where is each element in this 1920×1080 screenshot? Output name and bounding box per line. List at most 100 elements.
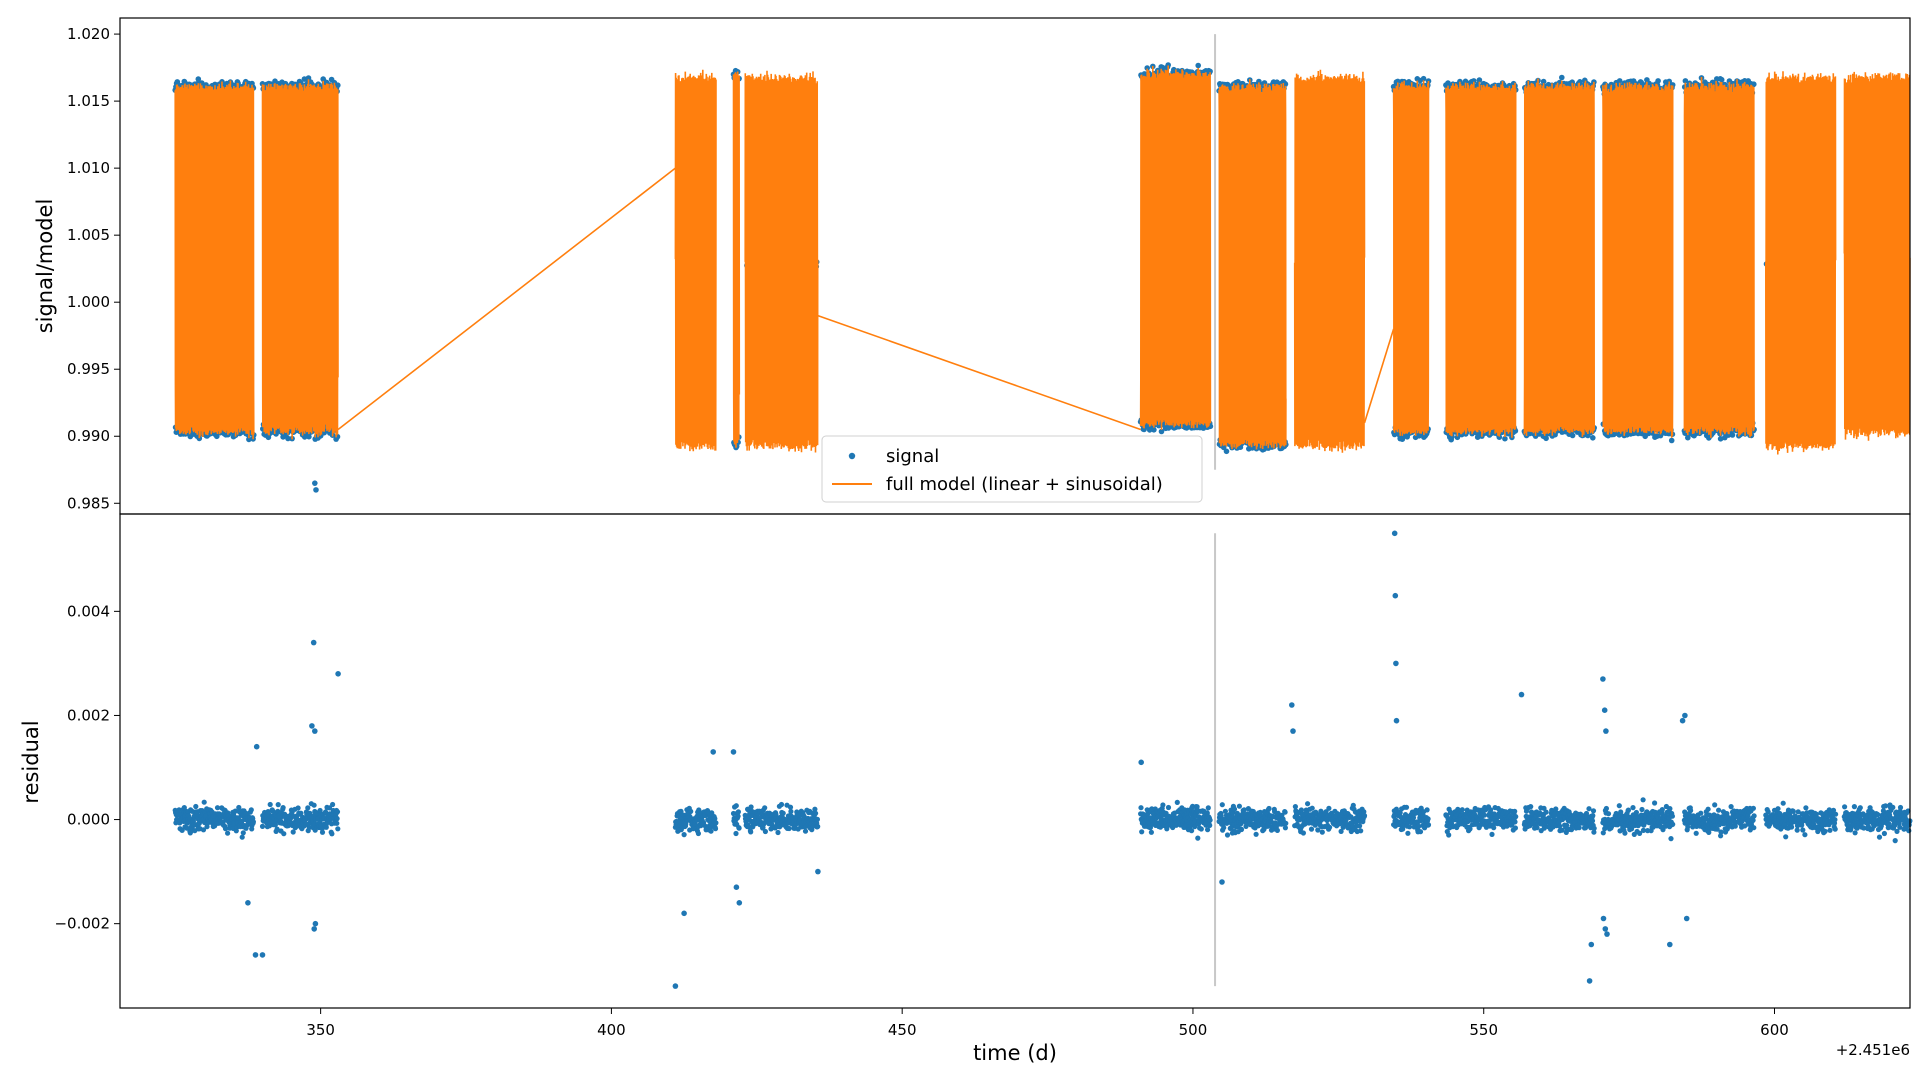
residual-point bbox=[295, 805, 301, 811]
residual-point bbox=[1308, 826, 1315, 832]
residual-point bbox=[1357, 823, 1363, 829]
model-segment bbox=[1293, 69, 1366, 453]
residual-point bbox=[1238, 826, 1245, 833]
residual-point bbox=[1706, 829, 1712, 836]
residual-point bbox=[1257, 809, 1263, 815]
residual-point bbox=[708, 828, 714, 834]
residual-outlier bbox=[253, 743, 260, 750]
residual-point bbox=[1315, 827, 1321, 833]
residual-point bbox=[1194, 804, 1200, 810]
residual-point bbox=[1491, 825, 1497, 831]
residual-point bbox=[1309, 805, 1315, 811]
residual-outlier bbox=[252, 952, 259, 958]
model-segment bbox=[1139, 65, 1212, 430]
residual-point bbox=[1590, 808, 1597, 814]
residual-outlier bbox=[309, 723, 315, 729]
residual-point bbox=[1425, 822, 1432, 828]
residual-point bbox=[1224, 832, 1231, 838]
x-tick-label: 450 bbox=[888, 1021, 917, 1039]
residual-outlier bbox=[1603, 728, 1609, 734]
residual-point bbox=[306, 824, 312, 831]
signal-point bbox=[306, 433, 312, 440]
signal-point bbox=[1682, 78, 1689, 84]
signal-point bbox=[1543, 435, 1549, 442]
residual-point bbox=[712, 816, 718, 822]
residual-point bbox=[329, 831, 335, 837]
residual-point bbox=[1236, 803, 1242, 809]
x-offset-text: +2.451e6 bbox=[1836, 1041, 1910, 1059]
residual-outlier bbox=[1290, 728, 1296, 734]
residual-outlier bbox=[736, 900, 743, 906]
residual-point bbox=[1564, 822, 1570, 828]
residual-point bbox=[1481, 812, 1487, 818]
residual-point bbox=[814, 816, 821, 823]
residual-point bbox=[1160, 802, 1166, 808]
residual-point bbox=[1842, 804, 1848, 810]
signal-point bbox=[1476, 77, 1483, 83]
residual-point bbox=[222, 826, 229, 832]
residual-point bbox=[1832, 817, 1838, 823]
signal-point bbox=[1668, 437, 1675, 444]
residual-point bbox=[1667, 806, 1673, 812]
residual-point bbox=[1780, 800, 1786, 806]
residual-point bbox=[1195, 835, 1201, 841]
residual-point bbox=[1512, 808, 1518, 814]
residual-point bbox=[1705, 806, 1711, 812]
x-tick-label: 550 bbox=[1469, 1021, 1498, 1039]
signal-point bbox=[285, 435, 291, 442]
residual-point bbox=[1541, 805, 1547, 811]
residual-point bbox=[1795, 809, 1801, 815]
residual-point bbox=[1576, 825, 1582, 831]
model-segment bbox=[732, 71, 741, 448]
residual-point bbox=[311, 802, 317, 808]
residual-point bbox=[1861, 825, 1867, 831]
residual-point bbox=[1751, 813, 1757, 819]
residual-point bbox=[1198, 826, 1204, 832]
residual-outlier bbox=[1518, 691, 1525, 698]
residual-point bbox=[1712, 802, 1718, 808]
signal-point bbox=[1590, 435, 1596, 441]
model-segment bbox=[1218, 79, 1287, 450]
residual-point bbox=[1630, 805, 1636, 811]
signal-point bbox=[1502, 435, 1508, 442]
residual-point bbox=[1512, 825, 1518, 831]
residual-point bbox=[1685, 824, 1691, 830]
residual-point bbox=[1253, 831, 1259, 837]
residual-point bbox=[1777, 810, 1783, 817]
residual-point bbox=[1300, 830, 1306, 836]
residual-point bbox=[1693, 830, 1699, 836]
residual-point bbox=[1319, 829, 1325, 835]
residual-point bbox=[1424, 807, 1430, 813]
signal-point bbox=[1655, 78, 1661, 84]
residual-point bbox=[240, 830, 246, 836]
residual-point bbox=[813, 810, 819, 816]
residual-point bbox=[683, 821, 689, 827]
residual-point bbox=[1600, 830, 1606, 836]
residual-outlier bbox=[1679, 717, 1686, 724]
residual-outlier bbox=[710, 749, 716, 755]
residual-point bbox=[812, 806, 818, 812]
signal-point bbox=[1717, 436, 1724, 442]
model-bridge bbox=[817, 314, 1141, 431]
top-y-tick-label: 1.010 bbox=[67, 159, 110, 177]
residual-point bbox=[1637, 830, 1643, 837]
bottom-y-tick-label: 0.002 bbox=[67, 706, 110, 724]
residual-point bbox=[1148, 829, 1154, 835]
residual-point bbox=[1789, 824, 1795, 830]
residual-outlier bbox=[1138, 759, 1144, 766]
residual-outlier bbox=[1219, 879, 1225, 885]
residual-point bbox=[1716, 807, 1722, 813]
top-y-tick-label: 1.020 bbox=[67, 25, 110, 43]
legend-model-label: full model (linear + sinusoidal) bbox=[886, 474, 1163, 495]
residual-point bbox=[1243, 823, 1249, 830]
model-segment bbox=[1445, 81, 1517, 438]
residual-outlier bbox=[815, 868, 821, 875]
residual-point bbox=[762, 805, 768, 811]
model-segment bbox=[674, 69, 717, 452]
residual-point bbox=[1543, 809, 1549, 815]
residual-point bbox=[1407, 824, 1413, 830]
residual-point bbox=[267, 801, 273, 808]
top-y-tick-label: 0.985 bbox=[67, 494, 110, 512]
residual-point bbox=[1670, 821, 1676, 827]
